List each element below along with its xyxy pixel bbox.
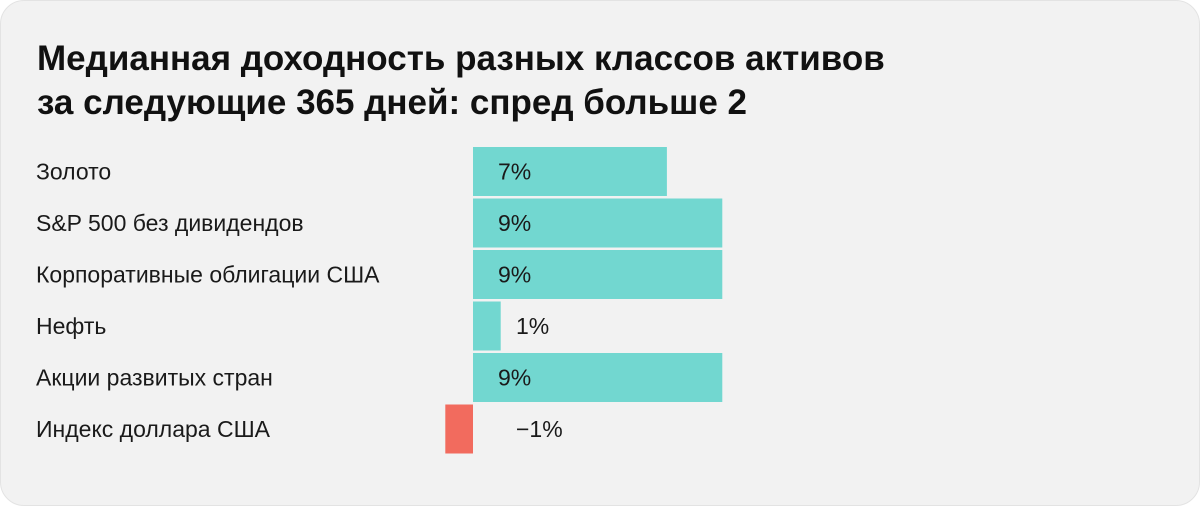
bar (473, 147, 667, 196)
value-label: −1% (516, 416, 563, 442)
value-labels: 7% 9% 9% 1% 9% −1% (498, 159, 563, 443)
bar (445, 404, 473, 454)
bar (473, 301, 501, 351)
value-label: 1% (516, 313, 549, 339)
bars (445, 147, 723, 454)
value-label: 9% (498, 210, 531, 236)
category-label: S&P 500 без дивидендов (36, 210, 304, 236)
category-label: Акции развитых стран (36, 365, 273, 391)
category-label: Индекс доллара США (36, 416, 271, 442)
chart-title-line-2: за следующие 365 дней: спред больше 2 (37, 83, 747, 122)
category-label: Корпоративные облигации США (36, 262, 380, 288)
value-label: 9% (498, 365, 531, 391)
bar (473, 250, 723, 299)
value-label: 7% (498, 159, 531, 185)
category-labels: Золото S&P 500 без дивидендов Корпоративны… (36, 159, 380, 443)
chart-title: Медианная доходность разных классов акти… (37, 37, 1037, 125)
category-label: Золото (36, 159, 111, 185)
category-label: Нефть (36, 313, 106, 339)
chart-title-line-1: Медианная доходность разных классов акти… (37, 39, 885, 78)
bar (473, 353, 723, 402)
value-label: 9% (498, 262, 531, 288)
bar (473, 198, 723, 248)
